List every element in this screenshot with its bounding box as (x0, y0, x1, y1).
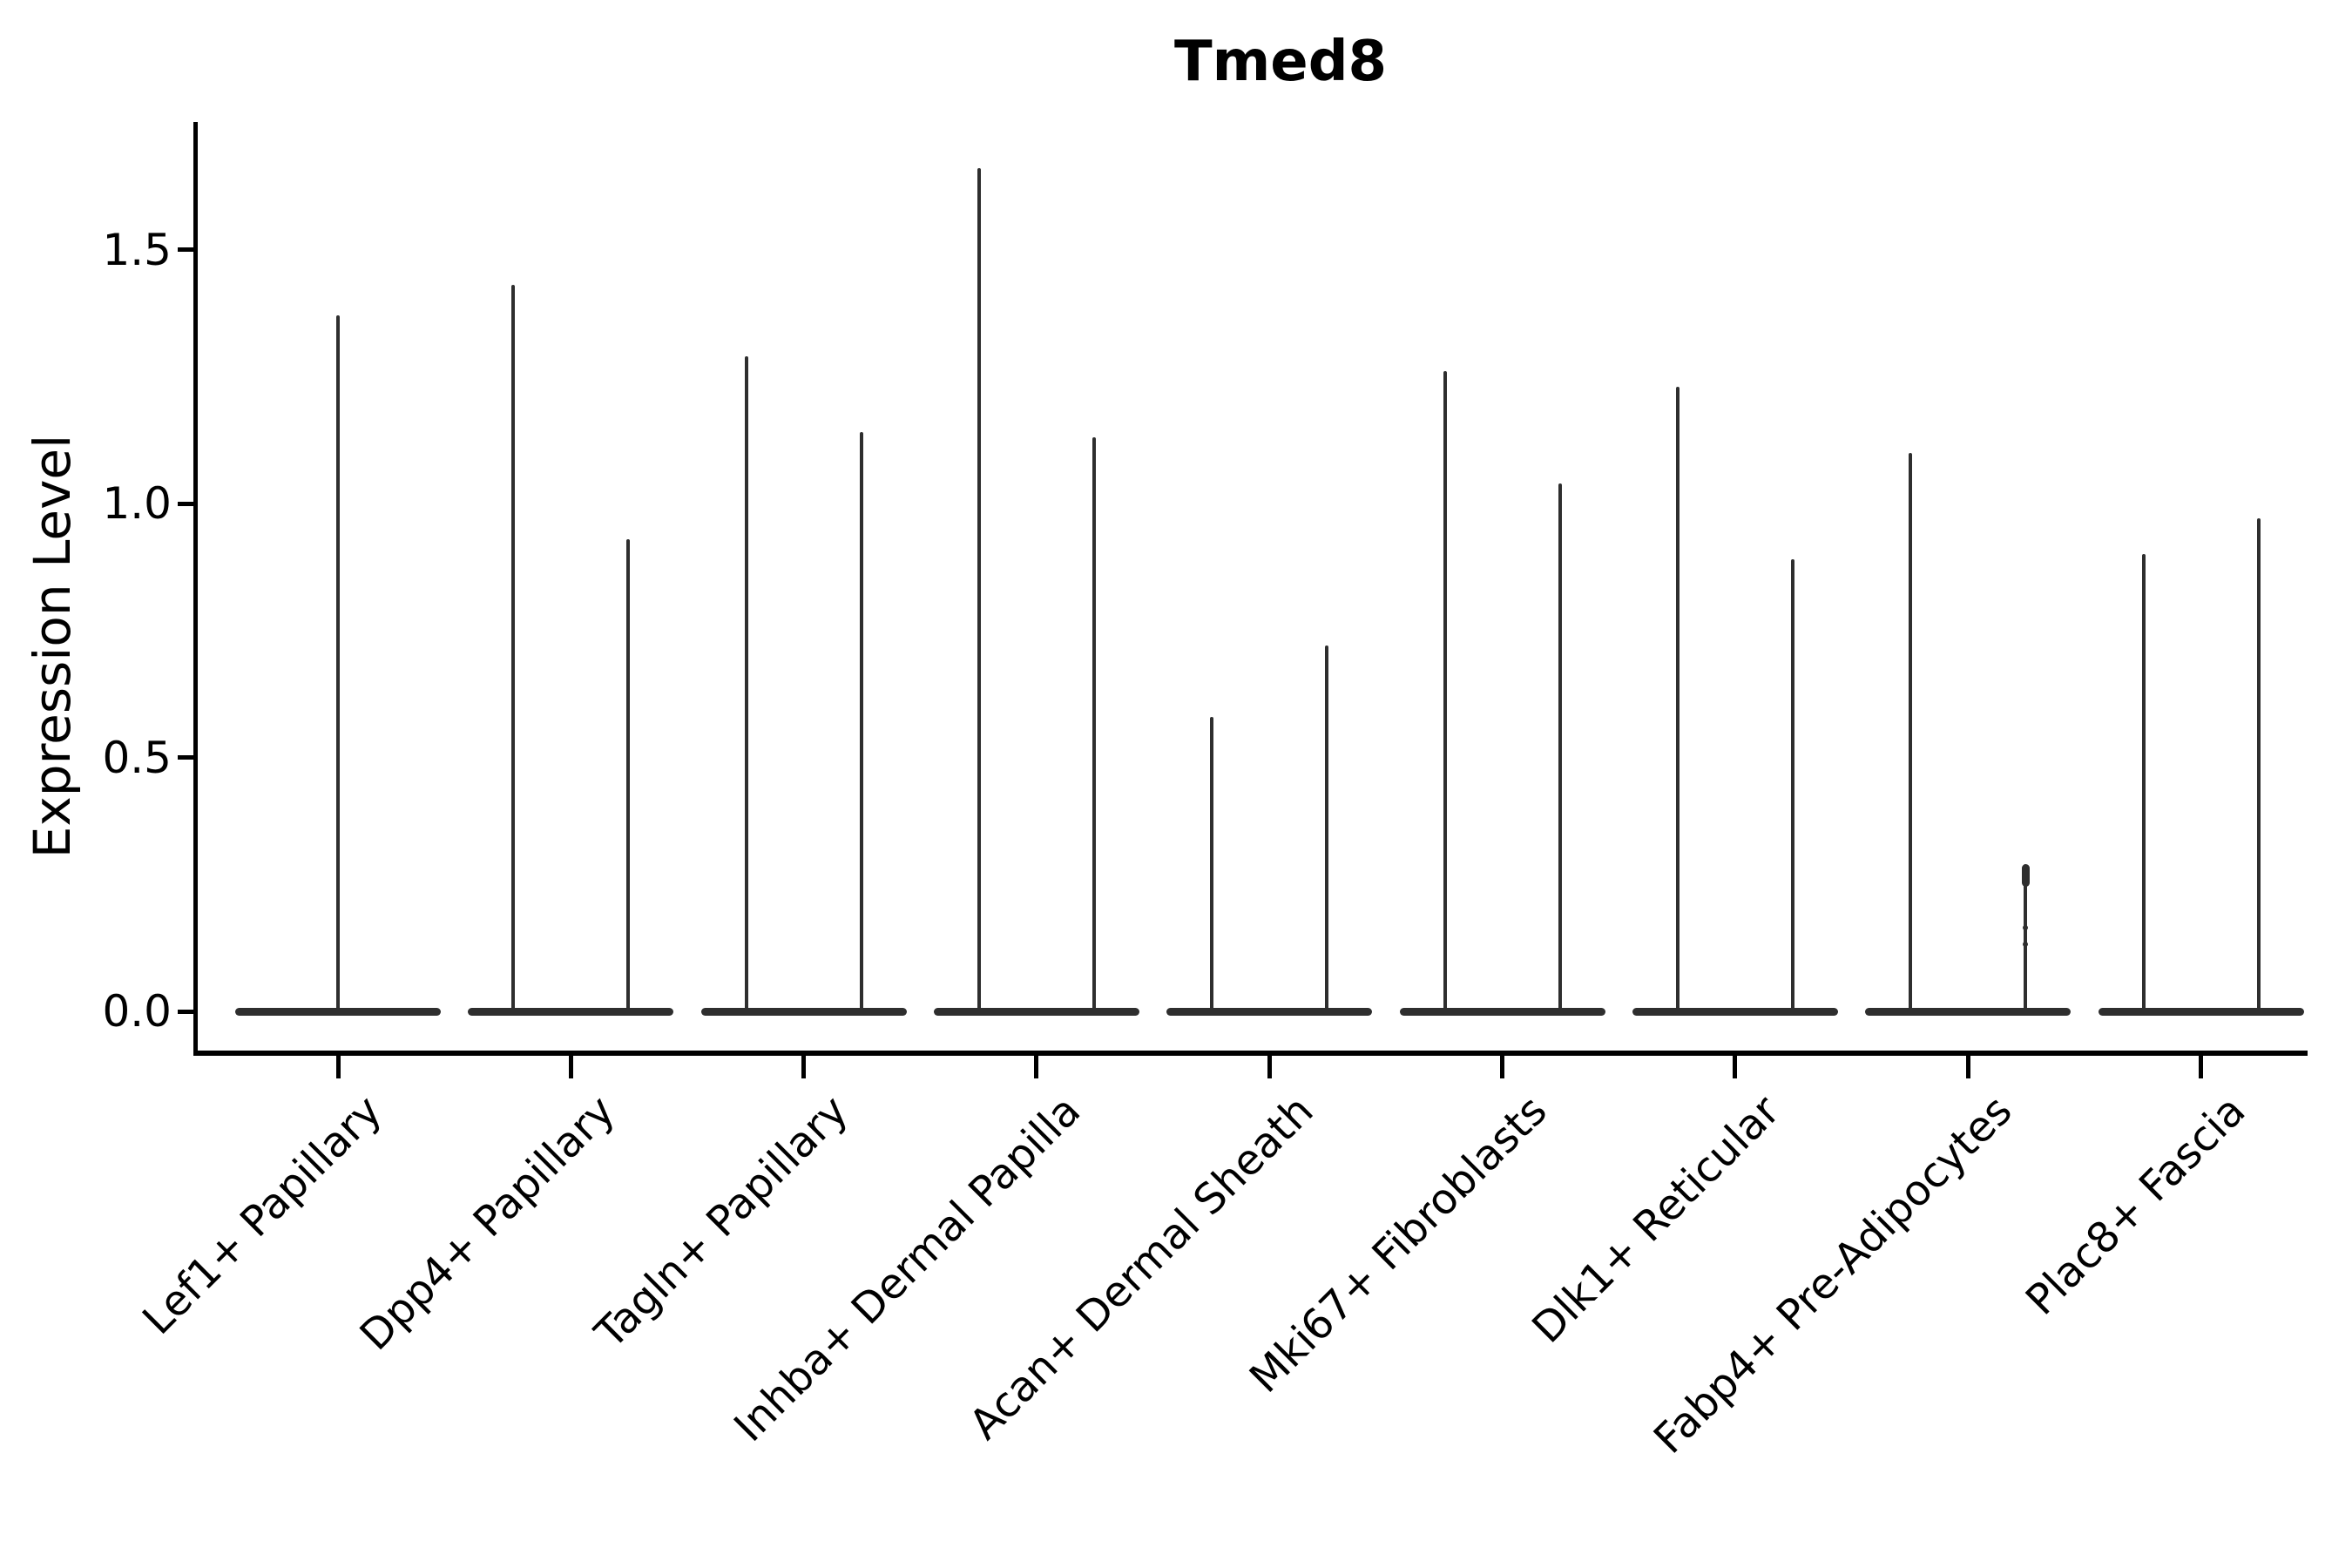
violin-spike (977, 168, 981, 1014)
violin-base (2098, 1007, 2304, 1016)
y-tick (178, 1009, 193, 1014)
violin-spike (511, 285, 516, 1014)
violin-base (1632, 1007, 1838, 1016)
x-tick (801, 1056, 807, 1078)
y-axis-spine (193, 122, 198, 1056)
x-tick (335, 1056, 341, 1078)
violin-spike (1325, 645, 1329, 1014)
violin-density-knob (2021, 863, 2030, 887)
x-tick-label: Plac8+ Fascia (2016, 1086, 2255, 1325)
violin-spike (1092, 437, 1096, 1014)
x-tick (568, 1056, 573, 1078)
x-tick-label: Tagln+ Papillary (585, 1086, 858, 1358)
violin-density-dot (2023, 942, 2029, 948)
x-tick (1034, 1056, 1039, 1078)
violin-density-dot (2023, 924, 2029, 930)
violin-base (1399, 1007, 1605, 1016)
x-axis-spine (193, 1051, 2308, 1056)
x-tick (1965, 1056, 1970, 1078)
x-tick (1500, 1056, 1505, 1078)
violin-base (1865, 1007, 2072, 1016)
violin-spike (744, 355, 748, 1014)
y-tick-label: 1.0 (102, 478, 172, 529)
violin-base (468, 1007, 674, 1016)
violin-spike (1558, 483, 1562, 1014)
x-tick (1267, 1056, 1272, 1078)
violin-spike (1210, 716, 1214, 1014)
x-tick-label: Lef1+ Papillary (133, 1086, 392, 1344)
x-tick (2199, 1056, 2204, 1078)
x-tick-label: Dpp4+ Papillary (350, 1086, 625, 1361)
violin-spike (336, 315, 340, 1014)
y-tick-label: 1.5 (102, 224, 172, 275)
violin-base (700, 1007, 907, 1016)
y-tick (178, 501, 193, 506)
x-tick (1733, 1056, 1738, 1078)
violin-base (933, 1007, 1139, 1016)
y-tick-label: 0.5 (102, 732, 172, 783)
violin-spike (1790, 559, 1794, 1014)
violin-spike (1443, 371, 1447, 1014)
plot-title: Tmed8 (1173, 30, 1388, 94)
y-tick (178, 247, 193, 252)
violin-spike (2256, 518, 2261, 1014)
violin-spike (1675, 386, 1680, 1014)
y-tick-label: 0.0 (102, 986, 172, 1037)
violin-spike (2141, 554, 2146, 1014)
violin-base (1166, 1007, 1373, 1016)
violin-spike (2024, 863, 2028, 1014)
y-tick (178, 755, 193, 760)
violin-spike (1909, 452, 1913, 1014)
violin-spike (626, 538, 631, 1014)
violin-spike (859, 432, 863, 1014)
x-tick-label: Dlk1+ Reticular (1522, 1086, 1789, 1353)
